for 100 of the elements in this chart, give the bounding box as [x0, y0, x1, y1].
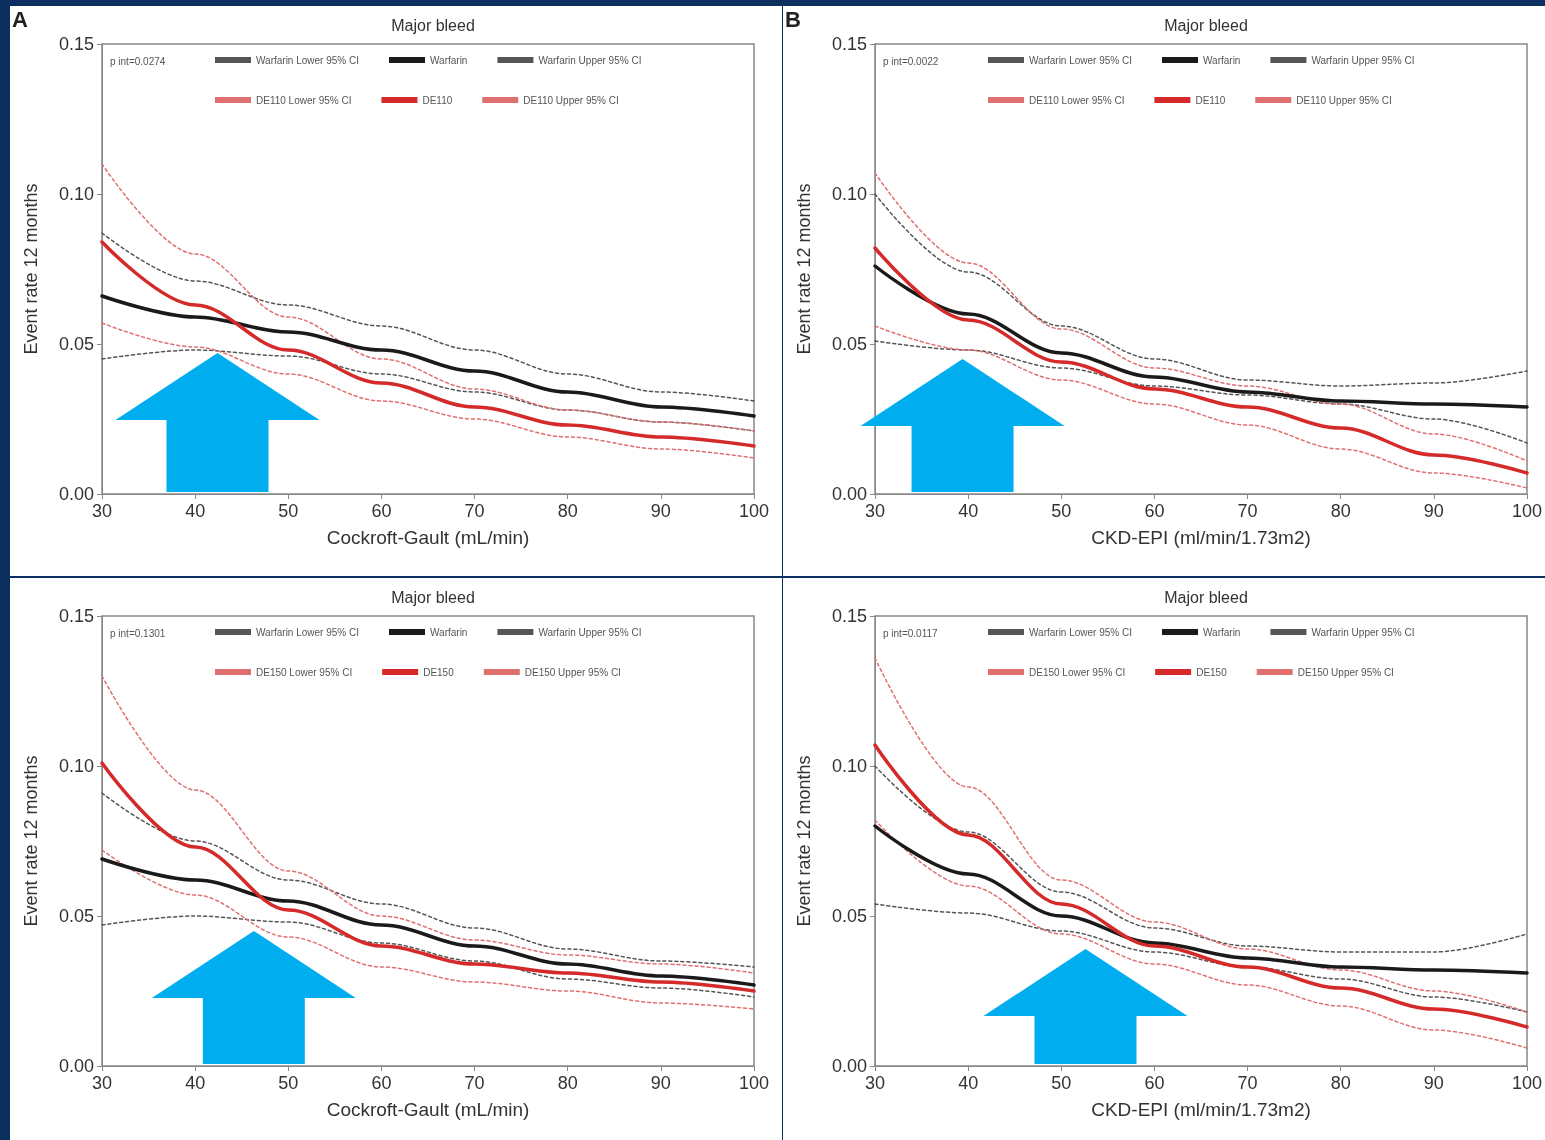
legend-label: DE150	[1196, 666, 1228, 678]
x-tick-label: 70	[1237, 1073, 1258, 1093]
legend-label: DE110 Upper 95% CI	[1296, 94, 1392, 106]
line-series	[874, 657, 1528, 1013]
line-series	[873, 824, 1529, 975]
x-tick-label: 70	[464, 1073, 485, 1093]
chart-title: Major bleed	[391, 16, 475, 34]
legend-label: DE110 Upper 95% CI	[523, 94, 619, 106]
y-tick-label: 0.15	[831, 606, 867, 626]
x-tick-label: 50	[278, 501, 299, 521]
legend-label: DE110	[1195, 94, 1226, 106]
legend-label: Warfarin Lower 95% CI	[1029, 54, 1132, 66]
x-tick-label: 60	[371, 501, 392, 521]
x-axis-title: Cockroft-Gault (mL/min)	[326, 527, 530, 548]
legend-label: Warfarin Upper 95% CI	[1311, 54, 1415, 66]
chart-title: Major bleed	[391, 588, 475, 606]
legend-label: DE110 Lower 95% CI	[256, 94, 352, 106]
text: B	[785, 6, 801, 32]
legend-label: Warfarin Upper 95% CI	[1311, 626, 1415, 638]
legend-label: Warfarin	[430, 626, 468, 638]
y-tick-label: 0.05	[831, 906, 867, 926]
x-tick-label: 40	[185, 1073, 206, 1093]
x-tick-label: 30	[91, 501, 113, 521]
y-tick-label: 0.05	[58, 334, 94, 354]
x-tick-label: 30	[91, 1073, 113, 1093]
annotation: p int=0.0274	[110, 55, 166, 67]
line-series	[873, 246, 1529, 475]
x-tick-label: 90	[1423, 501, 1444, 521]
y-tick-label: 0.15	[58, 34, 94, 54]
legend-label: Warfarin	[430, 54, 468, 66]
x-tick-label: 100	[738, 501, 770, 521]
text: A	[12, 6, 28, 32]
x-tick-label: 50	[278, 1073, 299, 1093]
x-tick-label: 60	[371, 1073, 392, 1093]
y-tick-label: 0.10	[58, 756, 94, 776]
x-tick-label: 40	[958, 501, 979, 521]
y-axis-title: Event rate 12 months	[794, 755, 814, 927]
y-axis-title: Event rate 12 months	[794, 183, 814, 355]
line-series	[101, 349, 755, 432]
line-series	[874, 765, 1528, 953]
y-tick-label: 0.10	[831, 756, 867, 776]
x-tick-label: 80	[557, 1073, 578, 1093]
legend-label: DE110	[422, 94, 453, 106]
x-tick-label: 80	[1330, 501, 1351, 521]
y-tick-label: 0.00	[831, 1056, 867, 1076]
y-tick-label: 0.10	[58, 184, 94, 204]
x-tick-label: 60	[1144, 1073, 1165, 1093]
line-series	[874, 172, 1528, 462]
y-tick-label: 0.00	[58, 1056, 94, 1076]
y-tick-label: 0.05	[58, 906, 94, 926]
x-tick-label: 70	[464, 501, 485, 521]
x-tick-label: 100	[738, 1073, 770, 1093]
x-tick-label: 40	[958, 1073, 979, 1093]
legend-label: DE150	[423, 666, 455, 678]
line-series	[100, 240, 756, 448]
line-series	[101, 163, 755, 432]
x-axis-title: CKD-EPI (ml/min/1.73m2)	[1091, 1099, 1311, 1120]
annotation: p int=0.0022	[883, 55, 939, 67]
x-tick-label: 60	[1144, 501, 1165, 521]
line-series	[874, 903, 1528, 1013]
y-tick-label: 0.15	[58, 606, 94, 626]
x-tick-label: 90	[650, 1073, 671, 1093]
x-tick-label: 50	[1051, 501, 1072, 521]
line-series	[874, 340, 1528, 444]
chart-title: Major bleed	[1164, 16, 1248, 34]
line-series	[100, 857, 756, 987]
line-series	[874, 819, 1528, 1049]
y-tick-label: 0.05	[831, 334, 867, 354]
y-tick-label: 0.00	[831, 484, 867, 504]
legend-label: DE150 Lower 95% CI	[1029, 666, 1126, 678]
line-series	[874, 193, 1528, 387]
x-tick-label: 100	[1511, 1073, 1543, 1093]
x-tick-label: 40	[185, 501, 206, 521]
legend-label: Warfarin Lower 95% CI	[256, 54, 359, 66]
annotation: p int=0.1301	[110, 627, 166, 639]
y-tick-label: 0.00	[58, 484, 94, 504]
y-tick-label: 0.15	[831, 34, 867, 54]
line-series	[101, 915, 755, 998]
x-axis-title: CKD-EPI (ml/min/1.73m2)	[1091, 527, 1311, 548]
legend-label: Warfarin	[1203, 626, 1241, 638]
x-tick-label: 80	[1330, 1073, 1351, 1093]
x-tick-label: 30	[864, 1073, 886, 1093]
line-series	[101, 792, 755, 968]
y-tick-label: 0.10	[831, 184, 867, 204]
line-series	[101, 849, 755, 1010]
line-series	[100, 761, 756, 993]
y-axis-title: Event rate 12 months	[21, 183, 41, 355]
legend-label: Warfarin Upper 95% CI	[538, 626, 642, 638]
legend-label: Warfarin Lower 95% CI	[1029, 626, 1132, 638]
y-axis-title: Event rate 12 months	[21, 755, 41, 927]
chart-title: Major bleed	[1164, 588, 1248, 606]
line-series	[100, 294, 756, 418]
x-tick-label: 70	[1237, 501, 1258, 521]
legend-label: Warfarin Lower 95% CI	[256, 626, 359, 638]
x-tick-label: 90	[650, 501, 671, 521]
line-series	[873, 743, 1529, 1029]
legend-label: Warfarin Upper 95% CI	[538, 54, 642, 66]
line-series	[101, 232, 755, 402]
annotation: p int=0.0117	[883, 627, 939, 639]
line-series	[874, 325, 1528, 489]
